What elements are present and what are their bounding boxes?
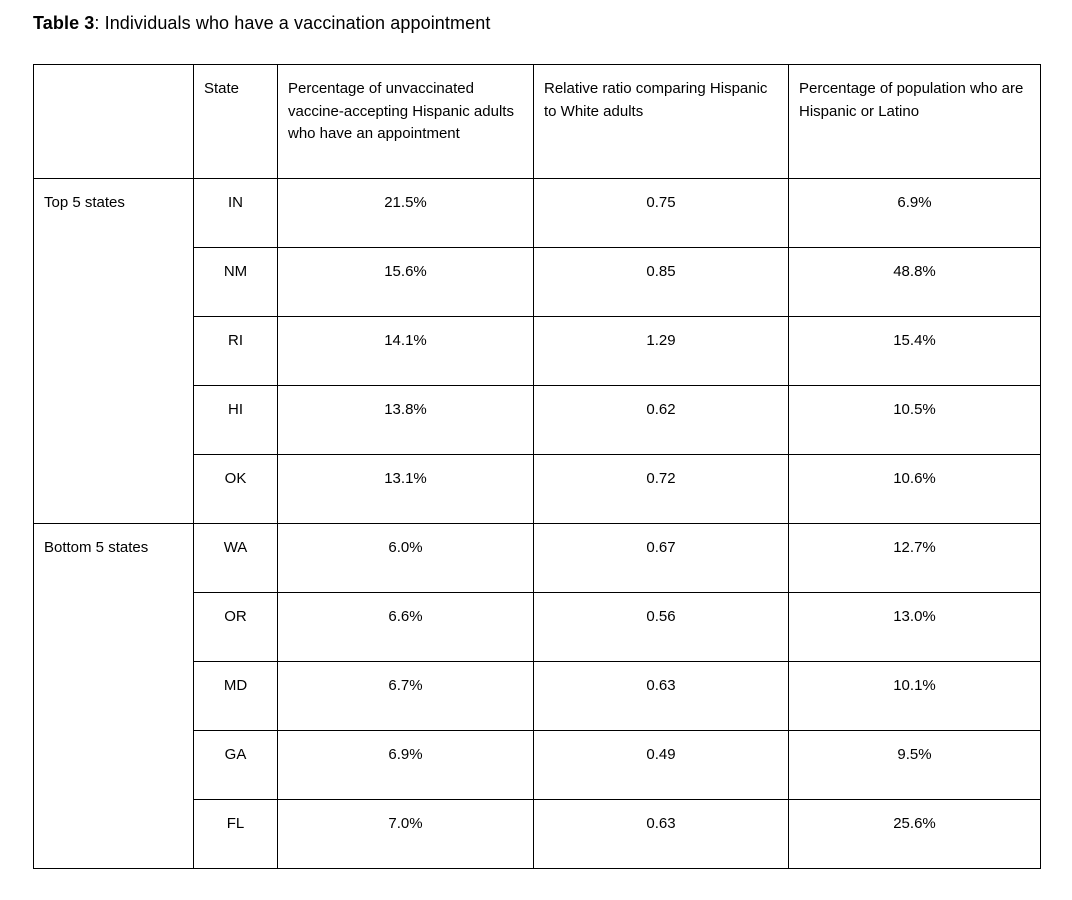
pct-appointment-cell: 7.0% [277,799,534,869]
table-row: NM 15.6% 0.85 48.8% [34,247,1041,317]
column-header-pct-population: Percentage of population who are Hispani… [788,64,1041,179]
ratio-cell: 0.72 [533,454,789,524]
pct-population-cell: 9.5% [788,730,1041,800]
state-cell: FL [193,799,278,869]
ratio-cell: 0.63 [533,799,789,869]
table-number: Table 3 [33,13,95,33]
column-header-relative-ratio: Relative ratio comparing Hispanic to Whi… [533,64,789,179]
ratio-cell: 1.29 [533,316,789,386]
table-row: HI 13.8% 0.62 10.5% [34,385,1041,455]
page-title: Table 3: Individuals who have a vaccinat… [33,13,490,34]
pct-population-cell: 15.4% [788,316,1041,386]
ratio-cell: 0.49 [533,730,789,800]
table-row: MD 6.7% 0.63 10.1% [34,661,1041,731]
header-row: State Percentage of unvaccinated vaccine… [33,64,1041,179]
table-row: OR 6.6% 0.56 13.0% [34,592,1041,662]
state-cell: OR [193,592,278,662]
pct-appointment-cell: 6.7% [277,661,534,731]
state-cell: IN [193,178,278,248]
column-header-pct-appointment: Percentage of unvaccinated vaccine-accep… [277,64,534,179]
column-header-blank [33,64,194,179]
state-cell: OK [193,454,278,524]
pct-appointment-cell: 21.5% [277,178,534,248]
table-row: Bottom 5 states WA 6.0% 0.67 12.7% [33,523,1041,869]
state-cell: RI [193,316,278,386]
pct-population-cell: 13.0% [788,592,1041,662]
pct-appointment-cell: 6.0% [277,523,534,593]
table-row: Top 5 states IN 21.5% 0.75 6.9% [33,178,1041,524]
pct-population-cell: 48.8% [788,247,1041,317]
table-body: Top 5 states IN 21.5% 0.75 6.9% NM 15.6%… [33,178,1041,869]
table-row: RI 14.1% 1.29 15.4% [34,316,1041,386]
state-cell: NM [193,247,278,317]
pct-appointment-cell: 13.1% [277,454,534,524]
state-cell: WA [193,523,278,593]
pct-population-cell: 25.6% [788,799,1041,869]
pct-appointment-cell: 14.1% [277,316,534,386]
pct-population-cell: 10.1% [788,661,1041,731]
pct-appointment-cell: 13.8% [277,385,534,455]
table-row: GA 6.9% 0.49 9.5% [34,730,1041,800]
ratio-cell: 0.63 [533,661,789,731]
state-cell: MD [193,661,278,731]
pct-population-cell: 6.9% [788,178,1041,248]
pct-appointment-cell: 6.9% [277,730,534,800]
ratio-cell: 0.67 [533,523,789,593]
table-caption: : Individuals who have a vaccination app… [94,13,491,33]
table-header: State Percentage of unvaccinated vaccine… [33,64,1041,179]
pct-population-cell: 12.7% [788,523,1041,593]
group-label-top5: Top 5 states [33,178,194,524]
vaccination-appointment-table: State Percentage of unvaccinated vaccine… [33,64,1041,869]
pct-population-cell: 10.5% [788,385,1041,455]
pct-appointment-cell: 15.6% [277,247,534,317]
state-cell: GA [193,730,278,800]
column-header-state: State [193,64,278,179]
ratio-cell: 0.85 [533,247,789,317]
ratio-cell: 0.62 [533,385,789,455]
table-row: OK 13.1% 0.72 10.6% [34,454,1041,524]
pct-population-cell: 10.6% [788,454,1041,524]
table-row: FL 7.0% 0.63 25.6% [34,799,1041,869]
ratio-cell: 0.56 [533,592,789,662]
group-label-bottom5: Bottom 5 states [33,523,194,869]
pct-appointment-cell: 6.6% [277,592,534,662]
ratio-cell: 0.75 [533,178,789,248]
state-cell: HI [193,385,278,455]
